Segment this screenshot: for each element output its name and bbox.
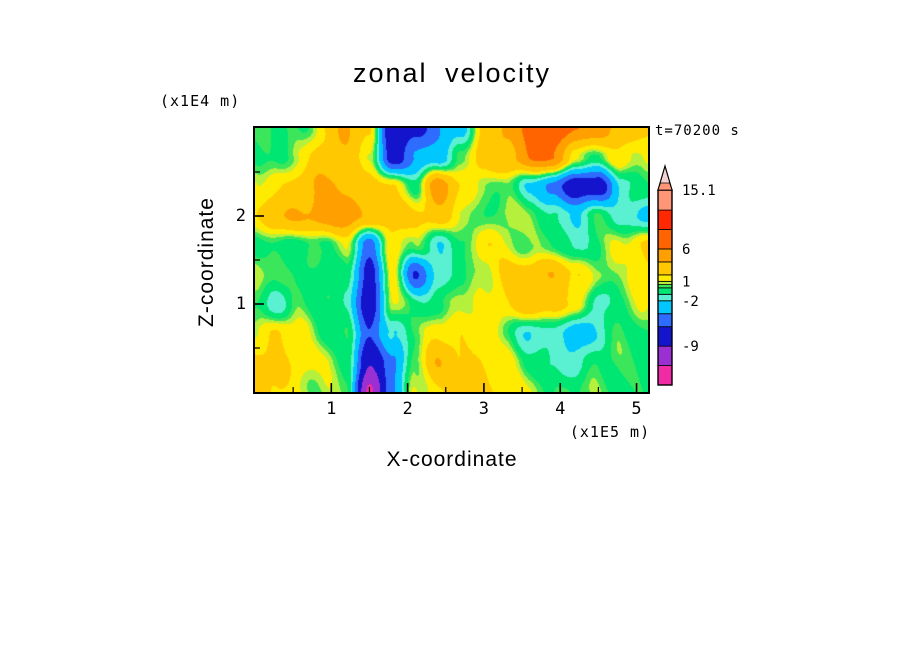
colorbar-segment <box>657 209 673 230</box>
contour-field <box>255 128 648 392</box>
colorbar-segment <box>657 293 673 302</box>
colorbar-segment <box>657 189 673 211</box>
colorbar-segment <box>657 274 673 282</box>
colorbar-segment <box>657 300 673 315</box>
x-tick-label: 3 <box>478 399 490 419</box>
colorbar-segment <box>657 280 673 285</box>
colorbar-segment <box>657 313 673 328</box>
colorbar-label: 1 <box>682 274 690 290</box>
colorbar-segment <box>657 248 673 263</box>
plot-area <box>253 126 650 394</box>
y-axis-units-label: (x1E4 m) <box>160 92 241 110</box>
x-tick-label: 4 <box>555 399 566 419</box>
y-tick-label: 2 <box>235 206 246 226</box>
colorbar-label: 6 <box>682 242 690 258</box>
time-stamp-label: t=70200 s <box>655 123 740 139</box>
colorbar-label: 15.1 <box>682 183 716 199</box>
colorbar-segment <box>657 365 673 386</box>
chart-title: zonal velocity <box>352 58 552 88</box>
y-tick-label: 1 <box>235 294 246 314</box>
colorbar-segment <box>657 261 673 276</box>
colorbar-segment <box>657 284 673 289</box>
colorbar-segment <box>657 326 673 347</box>
colorbar-label: -2 <box>682 294 699 310</box>
colorbar: 15.1 6 1 -2 -9 <box>657 163 716 386</box>
x-tick-label: 1 <box>326 399 337 419</box>
colorbar-segment <box>657 345 673 366</box>
x-axis-title: X-coordinate <box>386 448 518 471</box>
x-tick-label: 2 <box>402 399 413 419</box>
colorbar-segment <box>657 287 673 295</box>
colorbar-segment <box>657 229 673 250</box>
y-axis-title: Z-coordinate <box>195 197 218 327</box>
x-tick-label: 5 <box>631 399 642 419</box>
x-axis-units-label: (x1E5 m) <box>569 423 651 441</box>
colorbar-label: -9 <box>682 339 699 355</box>
